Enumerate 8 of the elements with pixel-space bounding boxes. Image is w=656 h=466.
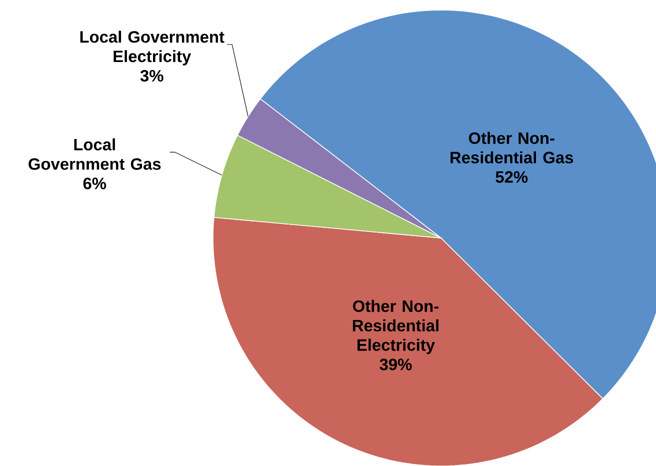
slice-label: Local Government Gas [28, 138, 161, 170]
data-label: 6% [83, 178, 106, 190]
slice-label: Other Non-Residential Gas [450, 132, 574, 164]
slice-label: Local Government Electricity [80, 30, 224, 66]
data-label: 3% [140, 70, 164, 82]
slice-label: Other Non-Residential Electricity [352, 300, 438, 354]
data-label: 39% [380, 358, 412, 370]
data-label: 52% [496, 171, 528, 183]
